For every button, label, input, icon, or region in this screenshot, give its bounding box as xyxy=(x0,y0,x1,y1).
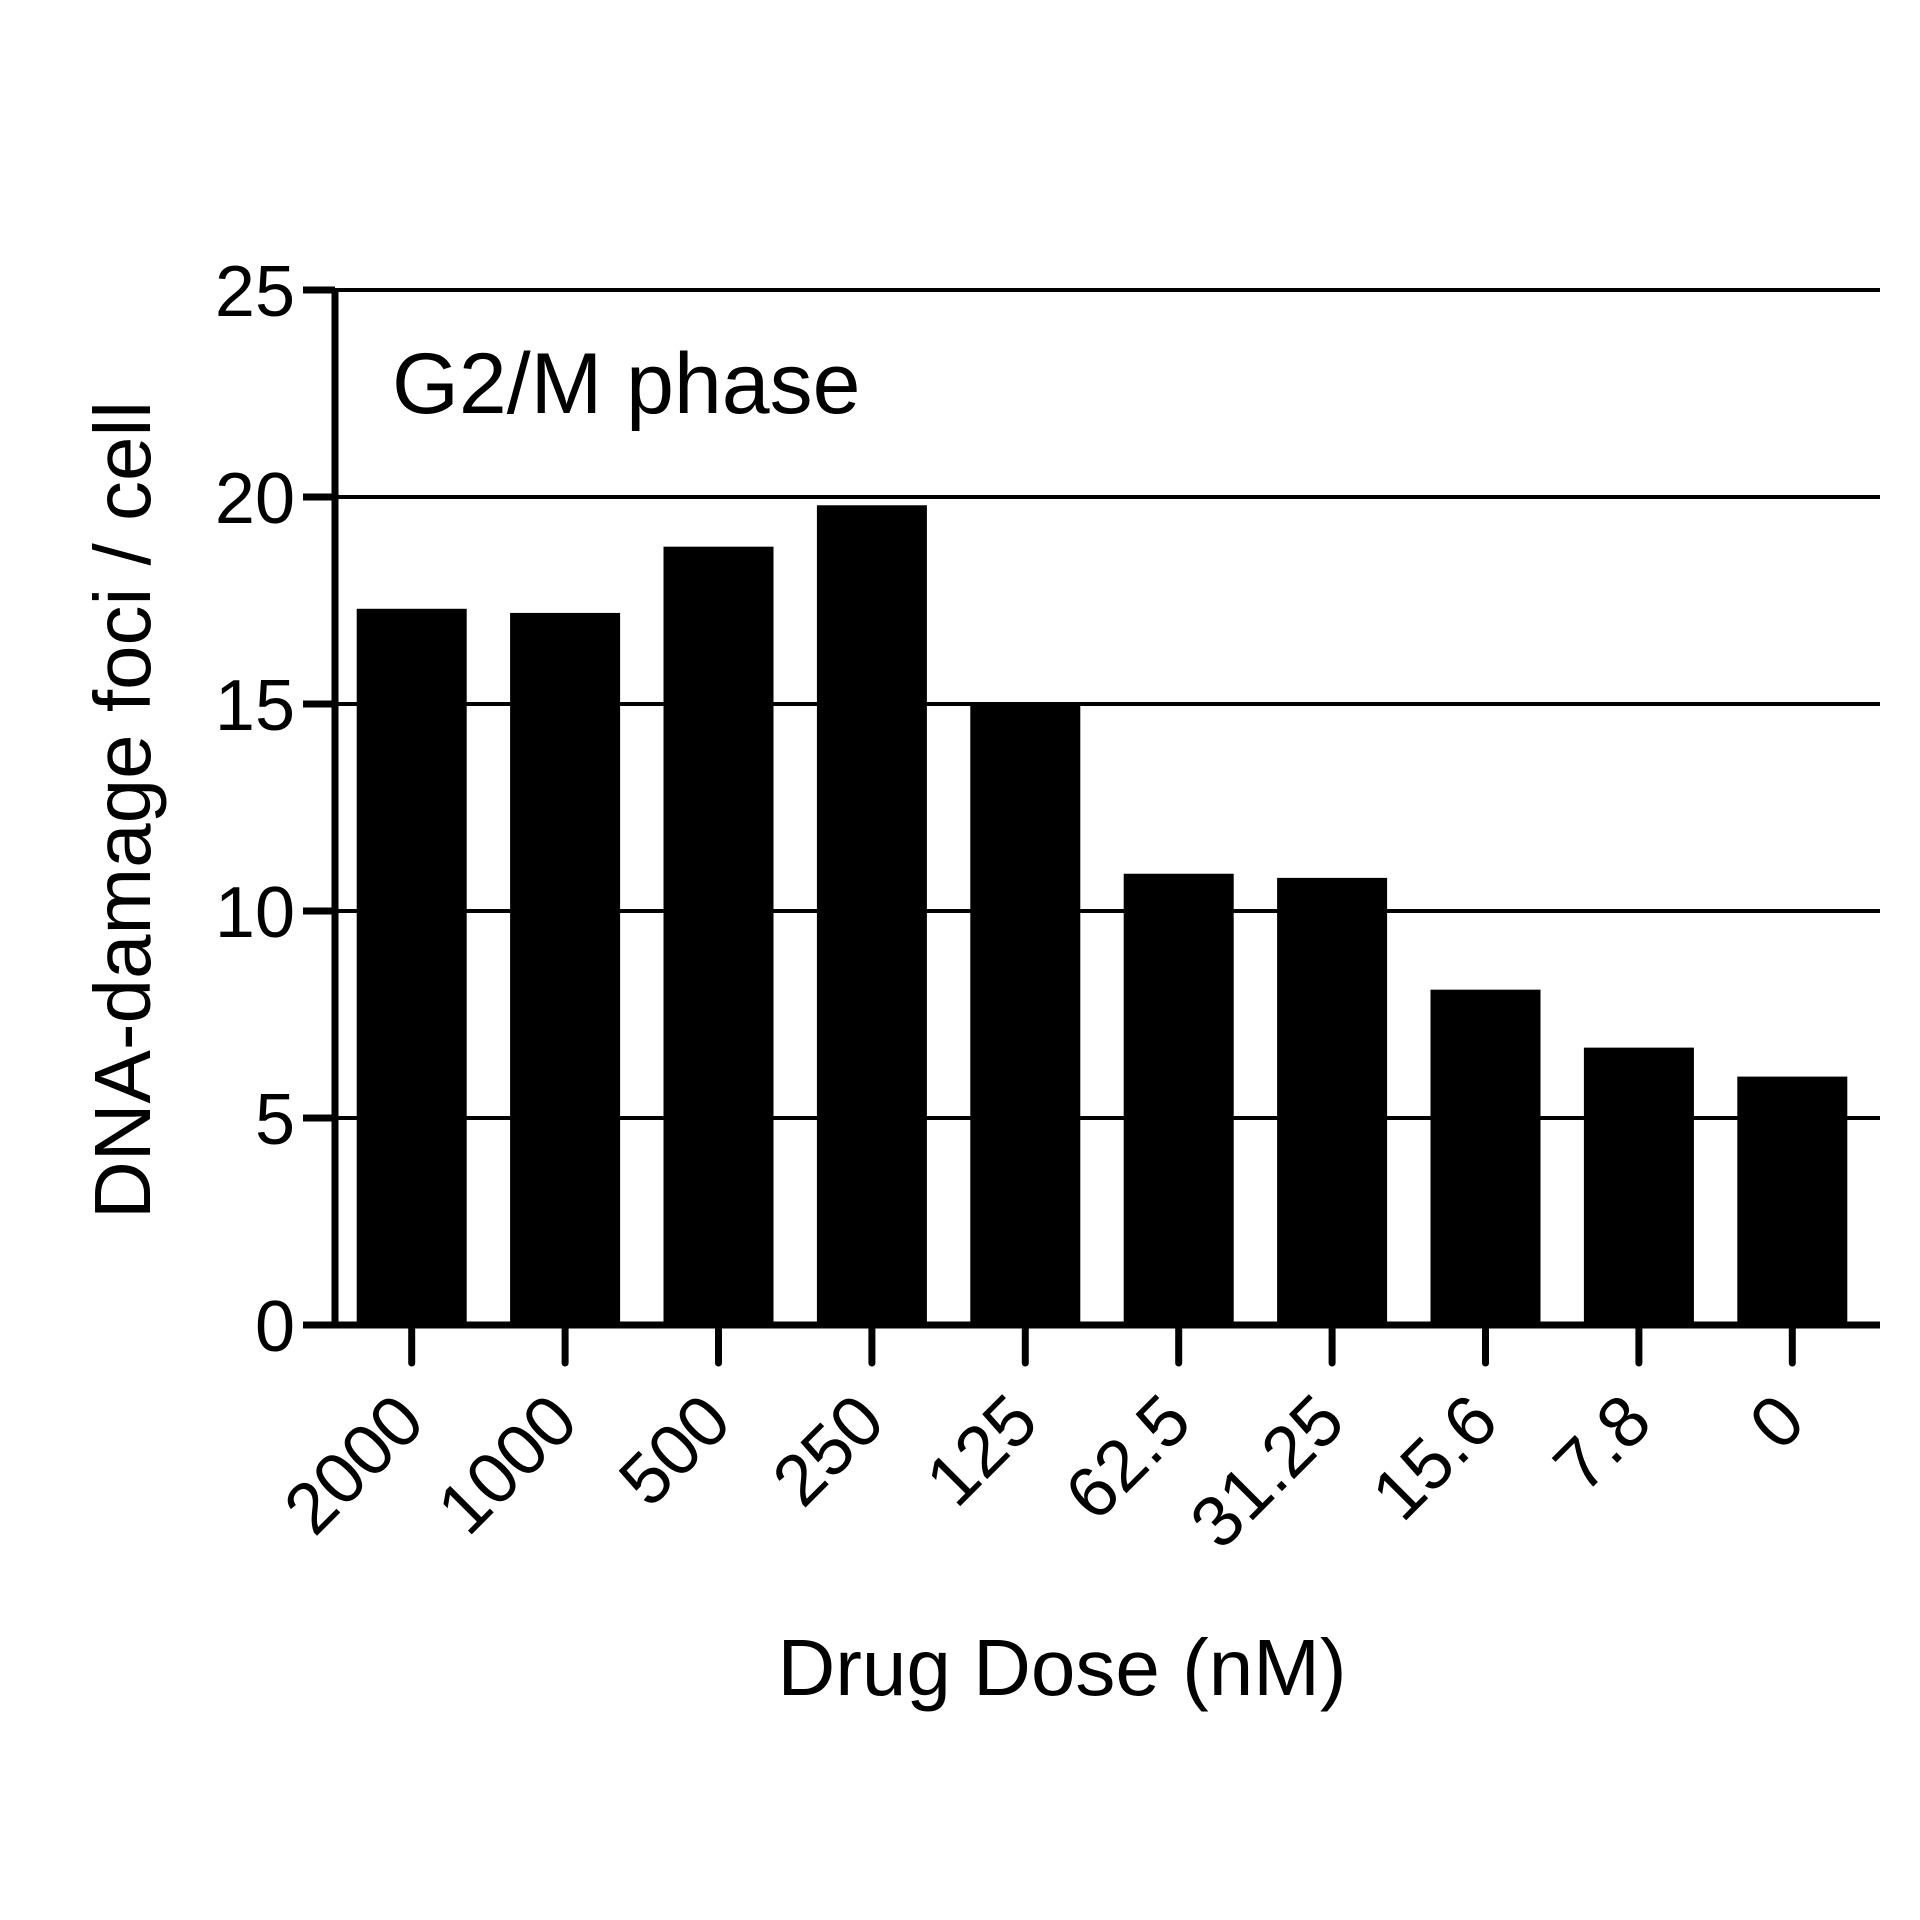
x-tick-label: 1000 xyxy=(423,1380,593,1550)
x-tick-label: 0 xyxy=(1735,1380,1820,1465)
x-tick-label: 125 xyxy=(911,1380,1053,1522)
x-tick-label: 2000 xyxy=(269,1380,439,1550)
y-tick-label: 20 xyxy=(215,459,295,539)
bars xyxy=(356,505,1848,1325)
bar xyxy=(1583,1047,1694,1325)
bar xyxy=(1430,989,1541,1325)
x-axis-title: Drug Dose (nM) xyxy=(777,1623,1346,1712)
y-tick-label: 15 xyxy=(215,666,295,746)
x-tick-label: 500 xyxy=(604,1380,746,1522)
axes xyxy=(303,286,1880,1367)
chart-annotation: G2/M phase xyxy=(392,336,860,432)
bar xyxy=(356,608,467,1325)
y-axis-title: DNA-damage foci / cell xyxy=(78,401,167,1219)
y-tick-label: 0 xyxy=(255,1287,295,1367)
y-tick-labels: 0 5 10 15 20 25 xyxy=(215,252,295,1367)
bar xyxy=(970,704,1081,1325)
bar xyxy=(1277,877,1388,1325)
bar xyxy=(1737,1076,1848,1325)
x-tick-label: 15.6 xyxy=(1357,1380,1513,1536)
x-tick-label: 31.25 xyxy=(1175,1380,1359,1564)
bar xyxy=(1123,873,1234,1325)
y-tick-label: 10 xyxy=(215,873,295,953)
bar xyxy=(663,546,774,1325)
y-tick-label: 25 xyxy=(215,252,295,332)
x-tick-label: 7.8 xyxy=(1539,1380,1666,1507)
y-tick-label: 5 xyxy=(255,1080,295,1160)
bar xyxy=(510,612,621,1325)
bar xyxy=(816,505,927,1325)
x-tick-label: 250 xyxy=(758,1380,900,1522)
